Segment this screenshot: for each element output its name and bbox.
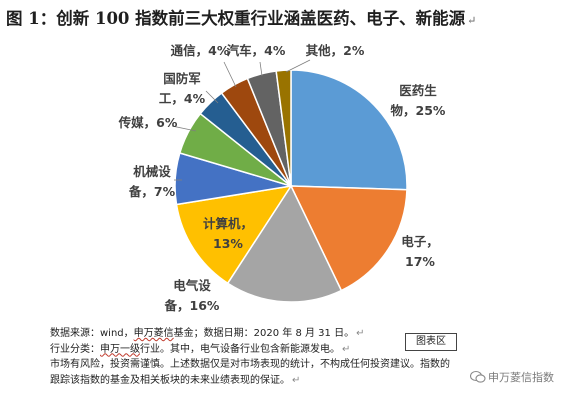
pie-slice — [226, 184, 343, 303]
slice-label: 医药生物，25% — [391, 83, 446, 118]
paragraph-mark-icon: ↵ — [292, 374, 301, 386]
paragraph-mark-icon: ↵ — [356, 328, 365, 339]
source-note-prefix: 数据来源：wind， — [50, 328, 134, 339]
slice-label: 通信，4% — [171, 43, 230, 58]
risk-note-line-2: 跟踪该指数的基金及相关板块的未来业绩表现的保证。 ↵ — [50, 373, 570, 389]
risk-note-line-1: 市场有风险，投资需谨慎。上述数据仅是对市场表现的统计，不构成任何投资建议。指数的 — [50, 359, 450, 370]
source-note-suffix: 基金；数据日期：2020 年 8 月 31 日。 — [173, 328, 355, 339]
pie-slices — [174, 69, 408, 303]
risk-note-line-2-text: 跟踪该指数的基金及相关板块的未来业绩表现的保证。 — [50, 374, 290, 386]
leader-line — [259, 61, 263, 77]
wechat-icon — [470, 370, 486, 383]
slice-label: 电气设备，16% — [164, 278, 220, 313]
industry-note: 行业分类：申万一级行业。其中，电气设备行业包含新能源发电。 ↵ — [50, 342, 570, 358]
pie-slice — [289, 185, 408, 292]
chart-notes: 数据来源：wind，申万菱信基金；数据日期：2020 年 8 月 31 日。 ↵ … — [50, 326, 570, 388]
industry-note-prefix: 行业分类： — [50, 343, 100, 355]
chart-area-placeholder[interactable]: 图表区 — [405, 333, 457, 351]
pie-slice — [275, 69, 292, 187]
wechat-watermark: 申万菱信指数 — [470, 367, 578, 387]
source-note: 数据来源：wind，申万菱信基金；数据日期：2020 年 8 月 31 日。 ↵ — [50, 326, 570, 342]
pie-slice — [290, 69, 408, 191]
source-note-company: 申万菱信 — [133, 328, 174, 339]
slice-label: 机械设备，7% — [128, 164, 176, 199]
slice-labels: 医药生物，25% 电子， 17% 电气设备，16% 计算机， 13% 机械设备，7% 传媒，6… — [118, 43, 446, 313]
leader-line — [205, 90, 219, 104]
paragraph-mark-icon: ↵ — [467, 14, 477, 27]
slice-label: 国防军工，4% — [159, 71, 206, 106]
chart-title-text: 图 1：创新 100 指数前三大权重行业涵盖医药、电子、新能源 — [6, 9, 466, 28]
leader-line — [171, 125, 197, 132]
slice-label: 其他，2% — [306, 43, 365, 58]
slice-label: 电子， 17% — [401, 234, 439, 269]
leader-line — [285, 59, 311, 73]
slice-label: 计算机， 13% — [203, 216, 253, 251]
leader-line — [223, 61, 237, 88]
slice-label: 传媒，6% — [118, 115, 178, 130]
pie-chart: 医药生物，25% 电子， 17% 电气设备，16% 计算机， 13% 机械设备，7% 传媒，6… — [118, 43, 446, 313]
paragraph-mark-icon: ↵ — [342, 343, 351, 355]
chart-title: 图 1：创新 100 指数前三大权重行业涵盖医药、电子、新能源 ↵ — [6, 5, 576, 29]
industry-note-classification: 申万一级 — [100, 343, 140, 355]
pie-slice — [175, 184, 293, 285]
slice-label: 汽车，4% — [227, 43, 286, 58]
leader-lines — [171, 59, 311, 181]
watermark-text: 申万菱信指数 — [488, 371, 554, 384]
industry-note-suffix: 行业。其中，电气设备行业包含新能源发电。 — [140, 343, 340, 355]
